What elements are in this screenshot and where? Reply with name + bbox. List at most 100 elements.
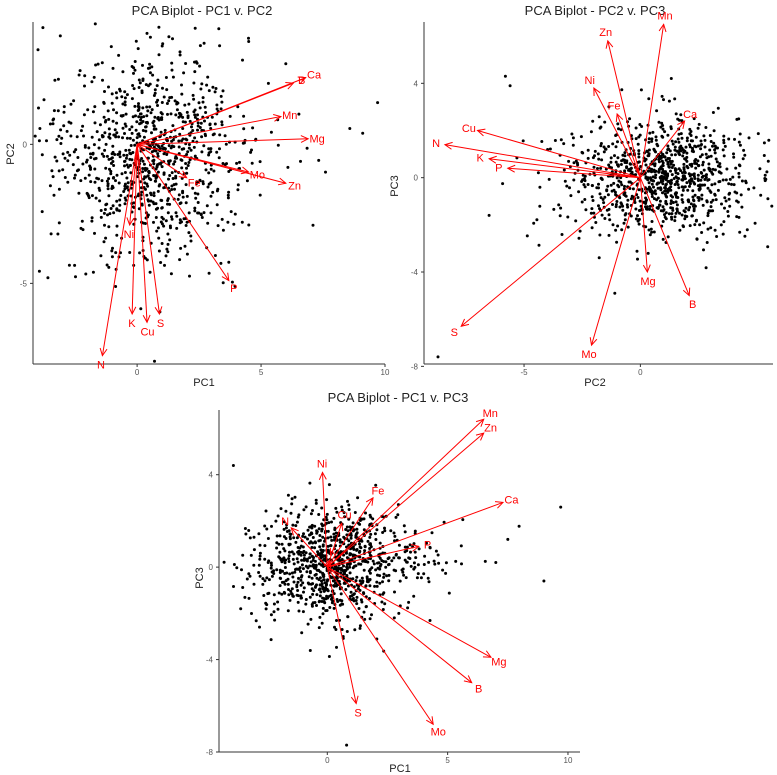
score-point (143, 136, 146, 139)
score-point (175, 183, 178, 186)
score-point (715, 235, 718, 238)
score-point (713, 182, 716, 185)
score-point (673, 177, 676, 180)
score-point (706, 241, 709, 244)
score-point (263, 558, 266, 561)
score-point (109, 172, 112, 175)
score-point (767, 139, 770, 142)
score-point (105, 143, 108, 146)
score-point (120, 95, 123, 98)
score-point (732, 156, 735, 159)
score-point (664, 170, 667, 173)
score-point (676, 203, 679, 206)
score-point (716, 160, 719, 163)
loading-arrow-fe (137, 144, 187, 177)
score-point (743, 235, 746, 238)
score-point (259, 575, 262, 578)
score-point (636, 250, 639, 253)
score-point (668, 157, 671, 160)
score-point (650, 140, 653, 143)
score-point (270, 525, 273, 528)
score-point (161, 101, 164, 104)
score-point (171, 124, 174, 127)
score-point (763, 141, 766, 144)
score-point (82, 135, 85, 138)
score-point (156, 84, 159, 87)
score-point (332, 579, 335, 582)
score-point (299, 160, 302, 163)
score-point (734, 191, 737, 194)
score-point (644, 202, 647, 205)
score-point (189, 235, 192, 238)
score-point (652, 186, 655, 189)
score-point (605, 148, 608, 151)
score-point (684, 171, 687, 174)
score-point (142, 129, 145, 132)
score-point (650, 228, 653, 231)
score-point (300, 631, 303, 634)
score-point (115, 96, 118, 99)
score-point (278, 551, 281, 554)
score-point (121, 103, 124, 106)
score-point (49, 123, 52, 126)
score-point (299, 579, 302, 582)
score-point (368, 543, 371, 546)
score-point (315, 499, 318, 502)
score-point (754, 222, 757, 225)
loading-label-p: P (424, 539, 431, 551)
score-point (158, 53, 161, 56)
score-point (649, 190, 652, 193)
score-point (308, 575, 311, 578)
score-point (364, 512, 367, 515)
score-point (661, 160, 664, 163)
score-point (322, 607, 325, 610)
loading-label-n: N (281, 516, 289, 528)
score-point (661, 136, 664, 139)
score-point (185, 224, 188, 227)
score-point (152, 120, 155, 123)
score-point (355, 549, 358, 552)
score-point (66, 159, 69, 162)
score-point (174, 113, 177, 116)
score-point (605, 189, 608, 192)
score-point (310, 525, 313, 528)
score-point (279, 577, 282, 580)
score-point (183, 104, 186, 107)
score-point (227, 191, 230, 194)
score-point (103, 116, 106, 119)
score-point (677, 141, 680, 144)
score-point (173, 160, 176, 163)
score-point (127, 181, 130, 184)
score-point (80, 227, 83, 230)
score-point (268, 578, 271, 581)
loading-label-ca: Ca (504, 494, 519, 506)
axes: 0 5 10-8-404 (206, 410, 580, 765)
score-point (122, 127, 125, 130)
score-point (115, 111, 118, 114)
score-point (168, 174, 171, 177)
score-point (638, 160, 641, 163)
score-point (321, 550, 324, 553)
score-point (112, 186, 115, 189)
score-point (233, 563, 236, 566)
score-point (645, 198, 648, 201)
score-point (265, 576, 268, 579)
score-point (662, 238, 665, 241)
score-point (693, 159, 696, 162)
score-point (709, 226, 712, 229)
loading-label-ni: Ni (317, 458, 327, 470)
score-point (200, 135, 203, 138)
score-point (241, 59, 244, 62)
score-point (257, 571, 260, 574)
score-point (318, 600, 321, 603)
score-points (223, 464, 563, 747)
score-point (658, 168, 661, 171)
score-point (632, 187, 635, 190)
score-point (225, 162, 228, 165)
score-point (134, 69, 137, 72)
score-point (297, 516, 300, 519)
score-point (359, 546, 362, 549)
score-point (364, 545, 367, 548)
score-point (569, 194, 572, 197)
score-point (695, 136, 698, 139)
